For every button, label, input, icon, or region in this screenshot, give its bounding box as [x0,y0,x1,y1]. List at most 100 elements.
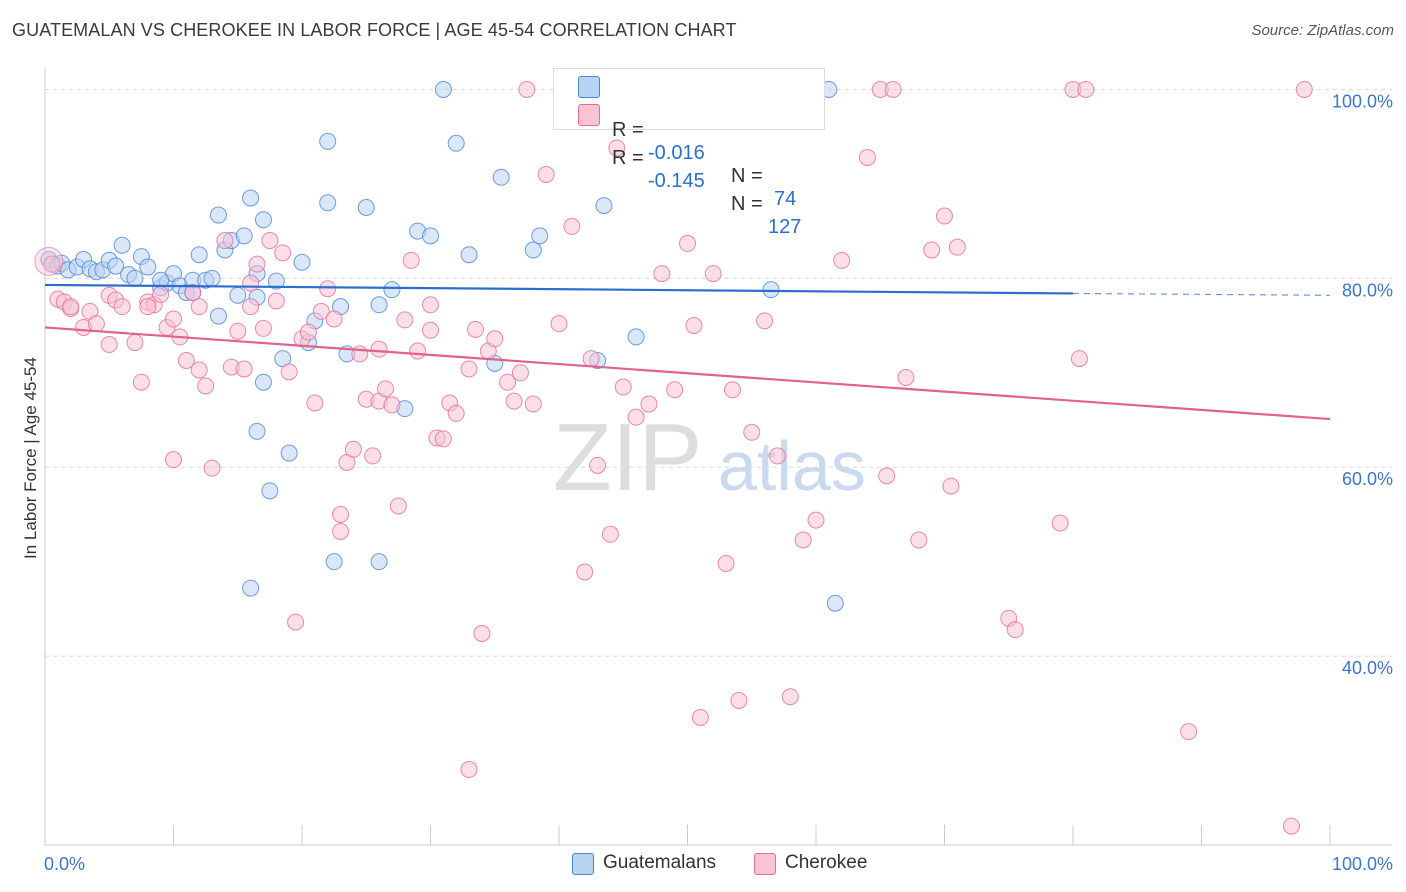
cherokee-point [942,477,960,495]
cherokee-point [884,80,902,98]
trend-lines [44,283,1331,421]
guatemalan-point [447,134,465,152]
watermark-atlas: atlas [718,427,866,505]
axes [44,68,1392,846]
cherokee-point [383,396,401,414]
guatemalan-point [139,258,157,276]
cherokee-point [601,525,619,543]
cherokee-point [422,296,439,314]
guatemalan-point [357,199,375,216]
x-tick-label-min: 0.0% [44,854,85,874]
x-tick-label-max: 100.0% [1332,854,1393,874]
guatemalan-point [627,328,645,346]
guatemalan-point [254,373,272,391]
cherokee-point [717,555,735,573]
cherokee-point [332,505,350,523]
cherokee-point [254,319,272,337]
cherokee-point [370,340,388,358]
cherokee-point [563,217,581,235]
cherokee-point [351,345,369,363]
legend-swatch-pink [578,104,600,126]
cherokee-point [537,165,555,183]
y-axis-title: In Labor Force | Age 45-54 [21,357,40,559]
cherokee-point [691,709,709,726]
cherokee-point [152,285,170,303]
cherokee-point [1180,723,1198,741]
series-legend: Guatemalans Cherokee [0,852,1406,878]
y-tick-label: 60.0% [1342,469,1393,489]
cherokee-point [235,360,253,378]
guatemalan-point [242,189,260,207]
guatemalan-trend-extension [1072,292,1331,296]
cherokee-point [229,322,247,340]
watermark-zip: ZIP [553,404,702,511]
cherokee-point [287,613,305,631]
legend-n-value: 74 [774,188,797,210]
cherokee-point [165,451,182,469]
cherokee-point [524,395,542,413]
legend-label-cherokee: Cherokee [785,852,868,873]
cherokee-point [409,342,427,360]
guatemalan-point [267,272,285,290]
guatemalan-point [209,206,227,224]
cherokee-point [113,298,131,316]
guatemalan-point [325,553,343,571]
cherokee-point [242,298,260,316]
cherokee-point [261,232,279,250]
guatemalan-point [254,211,272,229]
guatemalan-point [229,286,247,304]
cherokee-point [576,563,594,581]
cherokee-point [216,232,234,250]
cherokee-point [332,522,350,540]
cherokee-point [267,292,285,310]
legend-label-guatemalans: Guatemalans [603,852,717,873]
cherokee-point [608,139,626,157]
guatemalan-point [280,444,298,462]
cherokee-point [447,404,465,422]
cherokee-point [1282,817,1300,835]
cherokee-point [679,234,696,252]
cherokee-point [878,467,896,485]
cherokee-point [466,320,484,338]
cherokee-point [434,430,452,448]
guatemalan-point [492,168,510,186]
cherokee-point [389,497,407,515]
cherokee-point [190,298,208,316]
guatemalan-point [209,307,227,325]
guatemalan-point [242,579,260,597]
guatemalan-point [113,236,131,254]
legend-r-value: -0.016 [648,142,705,164]
cherokee-point [1051,514,1069,532]
cherokee-point [422,321,439,339]
cherokee-point [306,394,324,412]
cherokee-point [364,447,382,465]
legend-n-label: N = [731,165,763,187]
guatemalan-point [434,80,452,98]
watermark: ZIP atlas [553,404,866,511]
cherokee-trend-line [44,326,1331,421]
cherokee-point [344,440,362,458]
chart-title: GUATEMALAN VS CHEROKEE IN LABOR FORCE | … [12,20,737,40]
data-points [34,80,1313,835]
source-label: Source: ZipAtlas.com [1251,22,1394,39]
cherokee-point [396,311,414,329]
cherokee-point [858,148,876,166]
guatemalan-point [107,257,125,275]
guatemalan-point [383,281,401,299]
cherokee-point [518,80,536,98]
legend-r-label: R = [612,119,644,141]
axis-labels: 40.0% 60.0% 80.0% 100.0% 0.0% 100.0% In Labor … [21,91,1393,874]
cherokee-point [640,395,658,413]
cherokee-point [402,251,420,269]
cherokee-point [325,310,343,328]
correlation-legend: R = -0.016 N = 74 R = -0.145 N = 127 [553,68,825,238]
cherokee-point [730,692,748,709]
cherokee-point [312,302,330,320]
guatemalan-point [531,227,549,245]
cherokee-point [197,377,215,395]
cherokee-point [177,352,195,369]
cherokee-point [319,280,337,298]
cherokee-point [685,317,703,335]
cherokee-point [377,380,395,398]
